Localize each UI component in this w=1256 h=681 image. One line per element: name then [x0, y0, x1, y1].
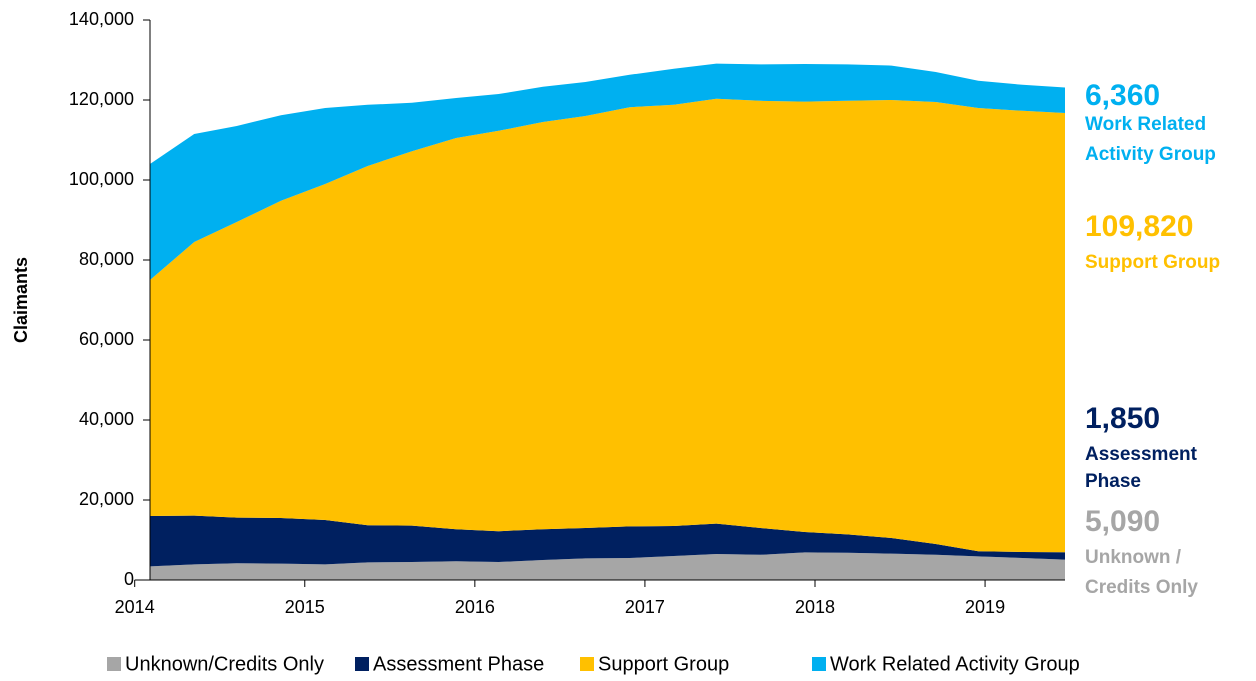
x-tick-label: 2014	[115, 597, 155, 617]
end-value-label: 109,820	[1085, 210, 1193, 243]
end-series-label: Work Related	[1085, 114, 1206, 135]
end-series-label: Activity Group	[1085, 144, 1216, 165]
legend-label: Work Related Activity Group	[830, 653, 1080, 675]
y-tick-label: 100,000	[69, 169, 134, 189]
y-tick-label: 120,000	[69, 89, 134, 109]
end-value-label: 6,360	[1085, 79, 1160, 112]
end-series-label: Assessment	[1085, 444, 1198, 465]
area	[150, 98, 1065, 553]
y-axis-label: Claimants	[11, 257, 31, 343]
end-series-label: Support Group	[1085, 252, 1220, 273]
x-tick-label: 2018	[795, 597, 835, 617]
legend-swatch	[580, 657, 594, 671]
y-tick-label: 140,000	[69, 9, 134, 29]
legend-label: Assessment Phase	[373, 653, 544, 675]
x-tick-label: 2016	[455, 597, 495, 617]
area	[150, 515, 1065, 567]
y-tick-label: 20,000	[79, 489, 134, 509]
y-tick-label: 60,000	[79, 329, 134, 349]
end-series-label: Phase	[1085, 471, 1141, 492]
end-series-label: Credits Only	[1085, 577, 1198, 598]
x-tick-label: 2019	[965, 597, 1005, 617]
legend-label: Unknown/Credits Only	[125, 653, 324, 675]
x-tick-label: 2017	[625, 597, 665, 617]
area	[150, 63, 1065, 280]
end-value-label: 5,090	[1085, 505, 1160, 538]
legend-swatch	[107, 657, 121, 671]
x-tick-label: 2015	[285, 597, 325, 617]
y-tick-label: 0	[124, 569, 134, 589]
end-series-label: Unknown /	[1085, 547, 1182, 568]
end-value-label: 1,850	[1085, 402, 1160, 435]
legend-swatch	[355, 657, 369, 671]
area	[150, 552, 1065, 580]
y-tick-label: 80,000	[79, 249, 134, 269]
legend-swatch	[812, 657, 826, 671]
y-tick-label: 40,000	[79, 409, 134, 429]
legend-label: Support Group	[598, 653, 729, 675]
